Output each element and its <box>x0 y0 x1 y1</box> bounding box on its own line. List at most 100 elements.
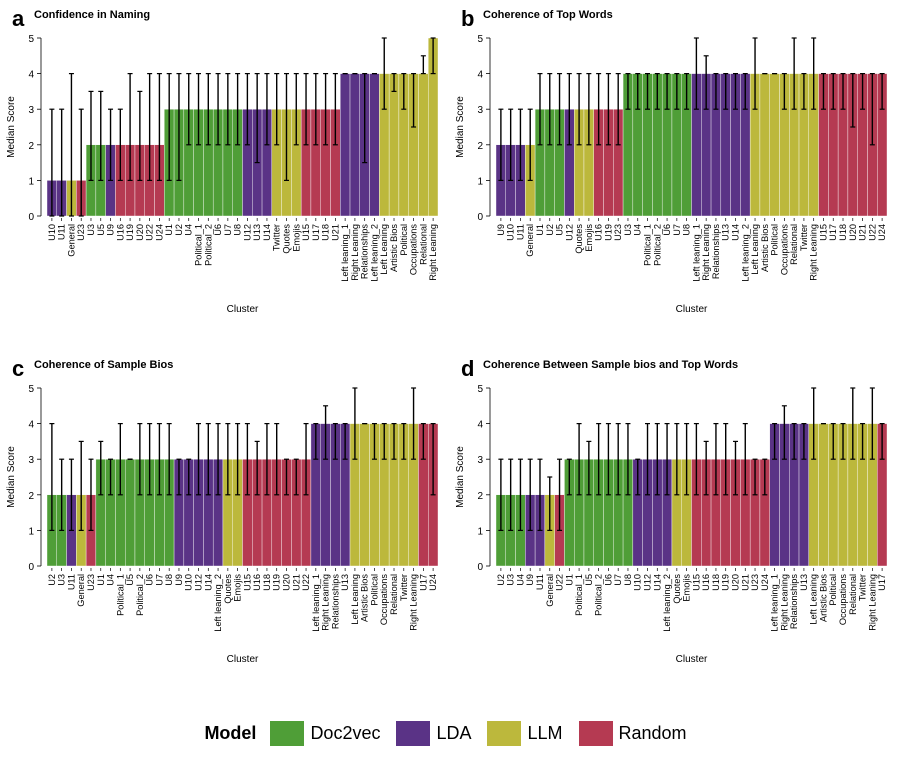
y-tick-label: 4 <box>28 70 34 81</box>
x-tick-label: Occupations <box>779 224 789 275</box>
panel-c: c Coherence of Sample Bios 0 1 2 3 4 5 Median Sc… <box>6 356 439 665</box>
x-tick-label: Left Leaning <box>809 574 819 625</box>
x-tick-label: U13 <box>721 224 731 241</box>
x-tick-label: U8 <box>164 574 174 586</box>
y-tick-label: 3 <box>28 105 34 116</box>
bar <box>349 73 360 217</box>
x-axis-label: Cluster <box>227 304 259 315</box>
x-tick-label: U19 <box>603 224 613 241</box>
x-tick-label: Political <box>828 574 838 606</box>
x-tick-label: U4 <box>106 574 116 586</box>
x-tick-label: U22 <box>301 574 311 591</box>
y-tick-label: 5 <box>477 384 483 395</box>
x-tick-label: U9 <box>496 224 506 236</box>
x-tick-label: Right Leaning <box>779 574 789 631</box>
legend-swatch-random <box>578 720 613 746</box>
x-tick-label: U17 <box>877 574 887 591</box>
x-tick-label: Relationships <box>360 224 370 280</box>
x-tick-label: Left leaning_1 <box>691 224 701 282</box>
x-tick-label: U1 <box>535 224 545 236</box>
x-tick-label: U2 <box>47 574 57 586</box>
legend-label-doc2vec: Doc2vec <box>310 722 381 743</box>
x-tick-label: Political_2 <box>594 574 604 616</box>
panel-d: d Coherence Between Sample bios and Top W… <box>455 356 888 665</box>
x-tick-label: U14 <box>203 574 213 591</box>
x-tick-label: Left leaning_1 <box>311 574 321 632</box>
x-tick-label: U21 <box>858 224 868 241</box>
bar <box>759 73 770 217</box>
y-axis-label: Median Score <box>455 446 466 508</box>
x-tick-label: U20 <box>730 574 740 591</box>
x-tick-label: U15 <box>242 574 252 591</box>
bar <box>124 458 136 567</box>
x-tick-label: U23 <box>750 574 760 591</box>
x-tick-label: U22 <box>555 574 565 591</box>
x-tick-label: Right Leaning <box>867 574 877 631</box>
x-tick-label: U22 <box>867 224 877 241</box>
x-tick-label: Occupations <box>379 574 389 625</box>
x-tick-label: Emojis <box>233 574 243 602</box>
x-tick-label: U20 <box>135 224 145 241</box>
x-tick-label: U13 <box>252 224 262 241</box>
x-tick-label: U20 <box>848 224 858 241</box>
x-tick-label: Relationships <box>330 574 340 630</box>
y-tick-label: 0 <box>28 562 34 573</box>
y-axis-label: Median Score <box>6 96 17 158</box>
x-tick-label: U6 <box>145 574 155 586</box>
x-tick-label: U23 <box>76 224 86 241</box>
x-tick-label: U24 <box>154 224 164 241</box>
x-tick-label: Artistic Bios <box>389 224 399 272</box>
y-tick-label: 2 <box>28 491 34 502</box>
x-tick-label: Twitter <box>272 224 282 251</box>
figure-canvas: a Confidence in Naming 0 1 2 3 4 5 Median Score U… <box>6 6 888 665</box>
x-tick-label: General <box>545 574 555 607</box>
legend-label-random: Random <box>618 722 687 743</box>
x-tick-label: Left leaning_2 <box>740 224 750 282</box>
x-tick-label: U7 <box>672 224 682 236</box>
x-tick-label: Artistic Bios <box>360 574 370 622</box>
x-tick-label: U13 <box>340 574 350 591</box>
x-tick-label: U24 <box>760 574 770 591</box>
x-tick-label: Right Leaning <box>428 224 438 281</box>
y-tick-label: 3 <box>28 455 34 466</box>
x-tick-label: U13 <box>799 574 809 591</box>
x-tick-label: U8 <box>682 224 692 236</box>
x-tick-label: U21 <box>330 224 340 241</box>
x-tick-label: Left leaning_2 <box>213 574 223 632</box>
x-tick-label: U11 <box>535 574 545 590</box>
x-tick-label: U2 <box>174 224 184 236</box>
y-tick-label: 2 <box>477 491 483 502</box>
x-tick-label: U21 <box>740 574 750 591</box>
x-tick-label: Twitter <box>858 574 868 601</box>
legend-title: Model <box>204 722 257 743</box>
y-tick-label: 5 <box>28 34 34 45</box>
x-tick-label: U5 <box>555 224 565 236</box>
x-tick-label: U18 <box>838 224 848 241</box>
x-tick-label: U19 <box>721 574 731 591</box>
legend: Model Doc2vec LDA LLM Random <box>0 716 897 750</box>
x-axis-label: Cluster <box>676 304 708 315</box>
x-tick-label: U21 <box>291 574 301 591</box>
x-tick-label: U3 <box>57 574 67 586</box>
x-tick-label: Right Leaning <box>350 224 360 281</box>
panel-letter: d <box>461 356 474 381</box>
x-tick-label: U3 <box>506 574 516 586</box>
x-tick-label: U24 <box>428 574 438 591</box>
y-tick-label: 2 <box>477 141 483 152</box>
panel-title: Coherence of Sample Bios <box>34 359 173 371</box>
panel-b: b Coherence of Top Words 0 1 2 3 4 5 Median Scor… <box>455 6 888 315</box>
x-tick-label: U4 <box>184 224 194 236</box>
x-tick-label: Emojis <box>682 574 692 602</box>
panel-title: Confidence in Naming <box>34 9 150 21</box>
x-tick-label: U17 <box>418 574 428 591</box>
legend-label-lda: LDA <box>436 722 472 743</box>
x-tick-label: Left Leaning <box>379 224 389 275</box>
x-tick-label: Twitter <box>799 224 809 251</box>
x-axis-label: Cluster <box>227 654 259 665</box>
y-tick-label: 0 <box>477 212 483 223</box>
panel-letter: c <box>12 356 24 381</box>
panel-title: Coherence Between Sample bios and Top Wo… <box>483 359 738 371</box>
x-tick-label: U1 <box>564 574 574 586</box>
x-tick-label: U11 <box>57 224 67 240</box>
x-tick-label: U2 <box>545 224 555 236</box>
